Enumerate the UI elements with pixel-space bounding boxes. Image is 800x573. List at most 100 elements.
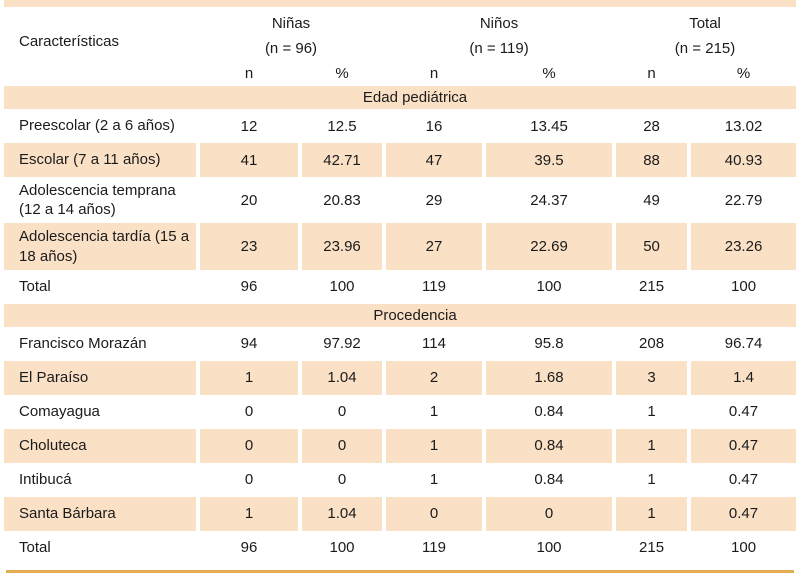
table-row: Escolar (7 a 11 años) 41 42.71 47 39.5 88 40.9… [4,143,797,177]
cell-value: 2 [382,360,485,395]
row-label: Santa Bárbara [4,496,198,531]
cell-value: 100 [687,530,797,565]
section-title: Edad pediátrica [4,86,797,109]
cell-value: 100 [687,269,797,304]
row-label: Total [19,278,51,296]
characteristics-label: Características [19,32,120,50]
table-row: Preescolar (2 a 6 años) 12 12.5 16 13.45 28 13… [4,109,797,143]
group-n-ninas: (n = 96) [264,39,318,57]
cell-value: 100 [297,269,385,304]
cell-value: 0.84 [482,428,615,463]
cell-value: 1 [382,428,485,463]
cell-value: 24.37 [482,177,615,224]
cell-value: 1 [382,394,485,429]
cell-value: 13.45 [482,109,615,143]
cell-value: 94 [196,326,300,361]
cell-value: 0 [196,428,300,463]
table-row: Total 96 100 119 100 215 100 [4,269,797,304]
cell-value: 0 [482,496,615,531]
cell-value: 100 [482,269,615,304]
group-n-ninos: (n = 119) [469,39,529,57]
cell-value: 1 [612,496,690,531]
cell-value: 119 [382,530,485,565]
table-row: Choluteca 0 0 1 0.84 1 0.47 [4,428,797,463]
cell-value: 0 [382,496,485,531]
cell-value: 1 [612,428,690,463]
cell-value: 1 [382,462,485,497]
row-label: Choluteca [4,428,198,463]
group-header-ninos: Niños [479,14,519,32]
table-header: Características Niñas Niños Total (n = 9… [4,7,797,86]
cell-value: 1.68 [482,360,615,395]
top-accent-bar [4,0,796,7]
cell-value: 29 [382,177,485,224]
cell-value: 96.74 [687,326,797,361]
cell-value: 114 [382,326,485,361]
cell-value: 23.96 [297,223,385,270]
cell-value: 49 [612,177,690,224]
cell-value: 28 [612,109,690,143]
cell-value: 16 [382,109,485,143]
row-label: Escolar (7 a 11 años) [4,143,198,177]
cell-value: 23.26 [687,223,797,270]
row-label: Total [19,539,51,557]
cell-value: 12 [196,109,300,143]
cell-value: 42.71 [297,143,385,177]
cell-value: 0.84 [482,394,615,429]
table-row: Adolescencia temprana (12 a 14 años) 20 20… [4,177,797,224]
table-row: El Paraíso 1 1.04 2 1.68 3 1.4 [4,360,797,395]
cell-value: 1 [612,394,690,429]
cell-value: 1 [196,496,300,531]
table-row: Santa Bárbara 1 1.04 0 0 1 0.47 [4,496,797,531]
bottom-accent-line [6,569,794,573]
cell-value: 96 [196,269,300,304]
cell-value: 88 [612,143,690,177]
cell-value: 0 [196,462,300,497]
cell-value: 40.93 [687,143,797,177]
cell-value: 47 [382,143,485,177]
cell-value: 215 [612,269,690,304]
cell-value: 0 [297,462,385,497]
cell-value: 208 [612,326,690,361]
subheader-spacer [4,61,198,86]
subheader-pct-ninas: % [297,61,385,86]
table-row: Francisco Morazán 94 97.92 114 95.8 208 96.74 [4,326,797,361]
group-header-row: Características Niñas Niños Total [4,7,796,50]
cell-value: 12.5 [297,109,385,143]
cell-value: 0.47 [687,394,797,429]
cell-value: 1 [612,462,690,497]
cell-value: 1.4 [687,360,797,395]
table-row: Comayagua 0 0 1 0.84 1 0.47 [4,394,797,429]
cell-value: 0 [196,394,300,429]
group-header-ninas: Niñas [271,14,311,32]
row-label: Preescolar (2 a 6 años) [19,117,175,135]
group-n-total: (n = 215) [674,39,736,57]
cell-value: 0 [297,428,385,463]
group-n-row: (n = 96) (n = 119) (n = 215) [4,35,796,61]
row-label: Francisco Morazán [19,335,147,353]
cell-value: 119 [382,269,485,304]
cell-value: 27 [382,223,485,270]
cell-value: 0.47 [687,462,797,497]
cell-value: 97.92 [297,326,385,361]
cell-value: 1.04 [297,496,385,531]
cell-value: 1.04 [297,360,385,395]
group-header-total: Total [689,14,721,32]
cell-value: 3 [612,360,690,395]
subheader-n-total: n [612,61,690,86]
cell-value: 1 [196,360,300,395]
subheader-n-ninos: n [382,61,485,86]
cell-value: 96 [196,530,300,565]
table-body: Edad pediátrica Preescolar (2 a 6 años) 12… [4,86,797,565]
row-label: Adolescencia temprana (12 a 14 años) [19,182,176,219]
characteristics-table: Características Niñas Niños Total (n = 9… [4,7,797,565]
subheader-n-ninas: n [196,61,300,86]
subheader-pct-ninos: % [482,61,615,86]
cell-value: 22.69 [482,223,615,270]
cell-value: 95.8 [482,326,615,361]
table-row: Total 96 100 119 100 215 100 [4,530,797,565]
cell-value: 50 [612,223,690,270]
section-header-row: Edad pediátrica [4,86,797,109]
section-title: Procedencia [4,303,797,327]
cell-value: 22.79 [687,177,797,224]
